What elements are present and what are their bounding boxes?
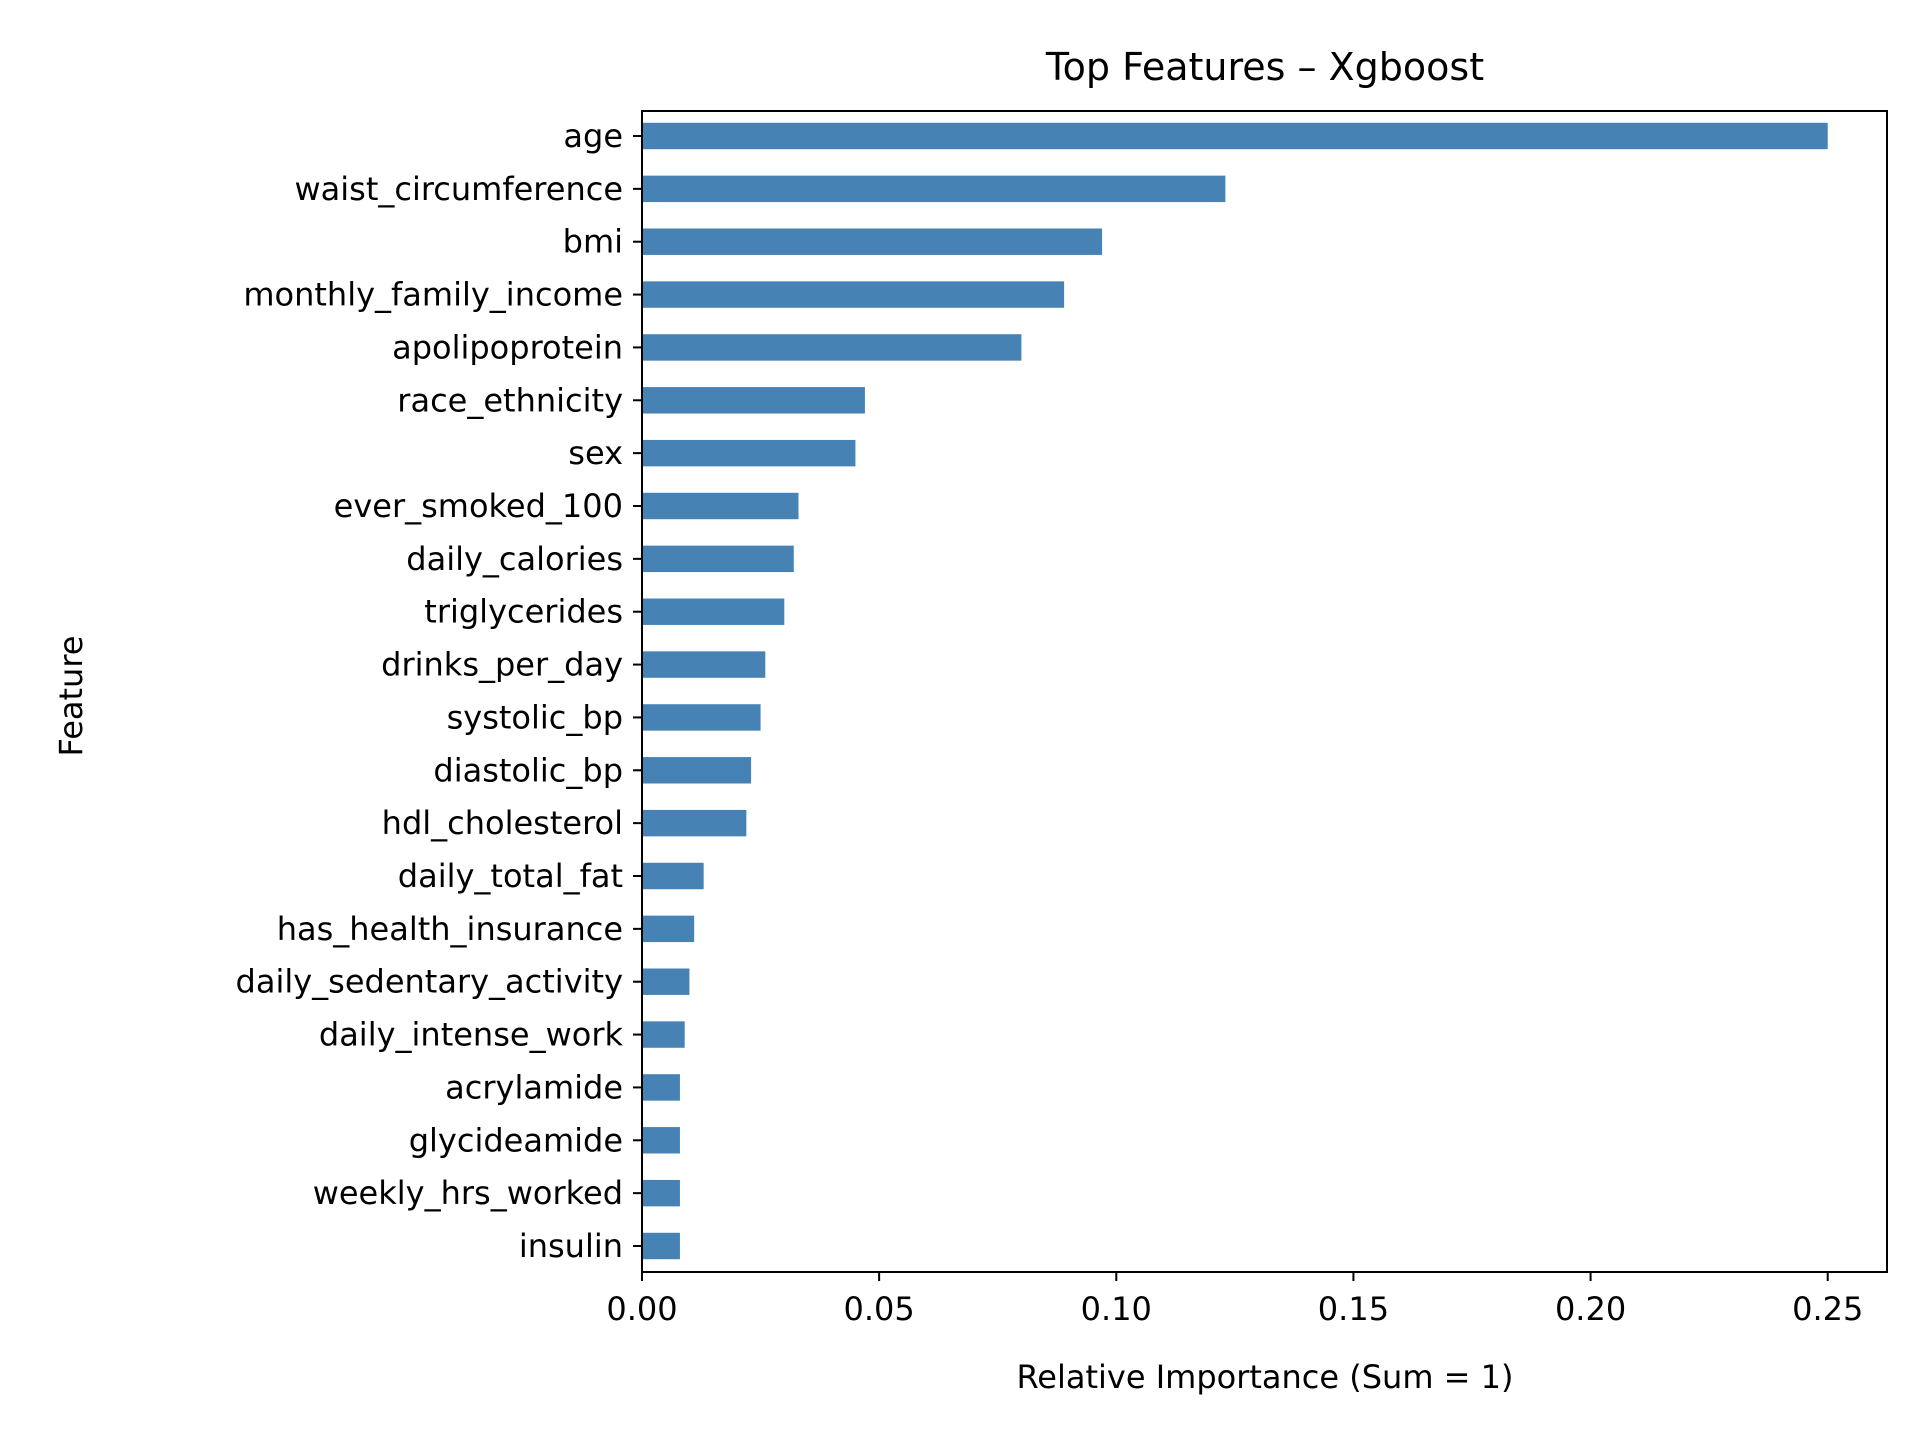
x-tick-label: 0.15 [1318,1290,1389,1328]
y-axis-label: Feature [52,636,90,757]
x-tick-label: 0.20 [1555,1290,1626,1328]
y-tick-label: age [563,117,623,155]
y-tick-label: waist_circumference [294,170,623,208]
bar-triglycerides [642,598,785,625]
bar-bmi [642,228,1103,255]
plot-frame [641,110,1888,1273]
bar-acrylamide [642,1074,680,1101]
y-tick-label: daily_calories [406,540,623,578]
bar-glycideamide [642,1127,680,1154]
y-tick-label: bmi [563,223,623,261]
x-tick-label: 0.10 [1081,1290,1152,1328]
bar-race_ethnicity [642,387,865,414]
bar-sex [642,439,856,467]
y-tick-label: weekly_hrs_worked [313,1174,623,1212]
bar-monthly_family_income [642,281,1065,308]
y-tick-label: acrylamide [445,1068,623,1106]
bar-daily_total_fat [642,862,704,890]
bar-weekly_hrs_worked [642,1179,680,1207]
y-tick-label: diastolic_bp [433,751,623,789]
bar-systolic_bp [642,704,761,731]
bar-insulin [642,1232,680,1260]
y-tick-label: insulin [519,1227,623,1265]
y-tick-label: daily_sedentary_activity [236,963,623,1001]
y-tick-label: systolic_bp [447,698,623,736]
y-tick-label: race_ethnicity [397,381,623,419]
y-tick-label: has_health_insurance [277,910,623,948]
y-tick-label: glycideamide [409,1121,623,1159]
bar-waist_circumference [642,175,1226,203]
y-tick-label: ever_smoked_100 [334,487,623,525]
bar-ever_smoked_100 [642,492,799,520]
y-tick-label: drinks_per_day [381,646,623,684]
bar-hdl_cholesterol [642,809,747,837]
y-tick-label: daily_intense_work [319,1016,624,1054]
bar-diastolic_bp [642,757,752,784]
y-tick-label: monthly_family_income [243,276,623,314]
bar-daily_calories [642,545,794,573]
y-tick-label: triglycerides [424,593,623,631]
y-tick-label: apolipoprotein [392,328,623,366]
bar-apolipoprotein [642,334,1022,361]
bar-daily_sedentary_activity [642,968,690,995]
x-tick-label: 0.00 [606,1290,677,1328]
bar-daily_intense_work [642,1021,685,1048]
bars-layer [642,122,1828,1260]
y-tick-label: hdl_cholesterol [382,804,623,842]
bar-age [642,122,1828,150]
y-tick-label: daily_total_fat [398,857,623,895]
x-tick-label: 0.25 [1792,1290,1863,1328]
x-axis-label: Relative Importance (Sum = 1) [1016,1358,1513,1396]
chart-title: Top Features – Xgboost [1045,45,1484,89]
bar-has_health_insurance [642,915,695,943]
x-axis-ticks: 0.00 0.05 0.10 0.15 0.20 0.25 [606,1272,1863,1328]
x-tick-label: 0.05 [844,1290,915,1328]
y-tick-label: sex [568,434,623,472]
bar-drinks_per_day [642,651,766,678]
